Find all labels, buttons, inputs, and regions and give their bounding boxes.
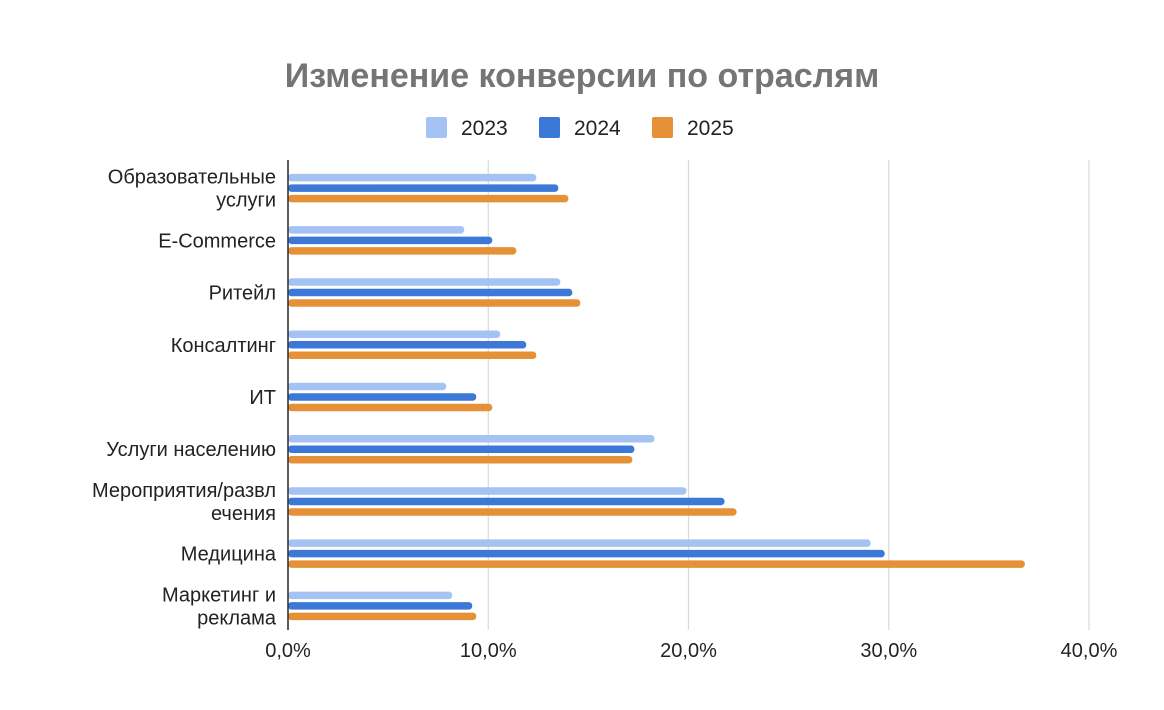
category-label: E-Commerce (158, 230, 276, 252)
bar (288, 455, 633, 464)
category-label: Образовательные услуги (108, 167, 276, 212)
bars (288, 173, 1025, 621)
legend-label-2025: 2025 (687, 117, 734, 140)
category-label: Медицина (181, 544, 277, 566)
x-tick-labels: 0,0% 10,0% 20,0% 30,0% 40,0% (265, 640, 1117, 662)
bar (288, 330, 501, 339)
bar (288, 247, 517, 255)
bar (288, 445, 635, 453)
bar (288, 403, 493, 412)
category-label: Маркетинг и реклама (162, 584, 277, 629)
bar (288, 591, 453, 600)
bar (288, 226, 465, 234)
category-label: Консалтинг (171, 335, 276, 357)
category-labels: Образовательные услуги E-Commerce Ритейл Кон… (92, 167, 277, 630)
bar (288, 539, 871, 547)
bar (288, 497, 725, 506)
bar (288, 184, 559, 192)
x-tick-label: 40,0% (1061, 640, 1118, 662)
legend-swatch-2024 (539, 117, 560, 138)
x-tick-label: 0,0% (265, 640, 311, 662)
x-tick-label: 20,0% (660, 640, 717, 662)
bar (288, 393, 477, 401)
chart-title: Изменение конверсии по отраслям (285, 57, 879, 95)
bar (288, 351, 537, 360)
category-label: ИТ (249, 387, 276, 409)
legend-swatch-2025 (652, 117, 673, 138)
category-label: Услуги населению (106, 439, 276, 461)
bar (288, 612, 477, 621)
bar (288, 236, 493, 245)
bar (288, 602, 473, 610)
legend-label-2023: 2023 (461, 117, 508, 140)
x-tick-label: 10,0% (460, 640, 517, 662)
legend-label-2024: 2024 (574, 117, 621, 140)
bar (288, 341, 527, 349)
legend: 2023 2024 2025 (426, 117, 734, 140)
bar (288, 508, 737, 516)
bar (288, 382, 447, 391)
bar (288, 487, 687, 495)
bar (288, 549, 885, 558)
category-label: Мероприятия/развл ечения (92, 480, 276, 525)
bar (288, 299, 581, 307)
bar (288, 278, 561, 286)
gridlines (487, 160, 1090, 630)
bar (288, 194, 569, 203)
x-tick-label: 30,0% (860, 640, 917, 662)
category-label: Ритейл (209, 283, 276, 305)
bar (288, 434, 655, 443)
bar (288, 173, 537, 182)
legend-swatch-2023 (426, 117, 447, 138)
bar (288, 288, 573, 297)
bar (288, 560, 1025, 568)
